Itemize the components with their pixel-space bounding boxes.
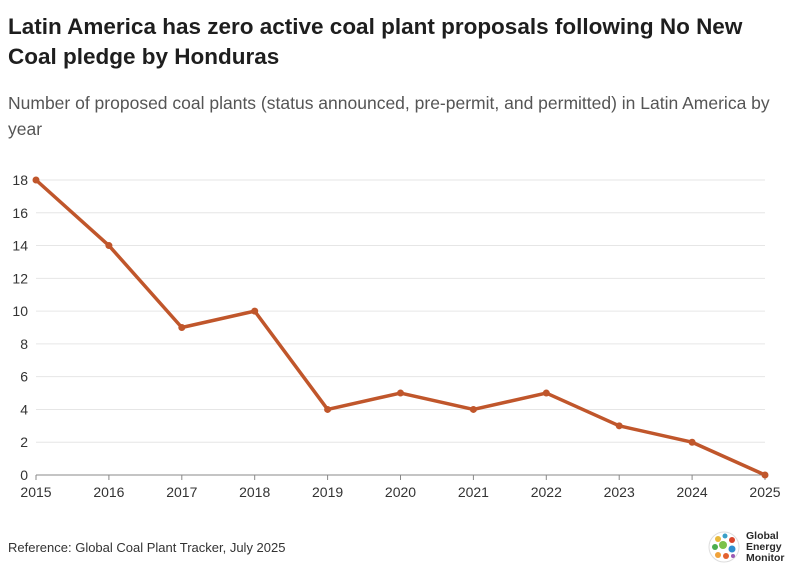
x-tick-label: 2016	[93, 484, 124, 500]
x-tick-label: 2017	[166, 484, 197, 500]
data-point	[251, 307, 259, 315]
x-tick-label: 2023	[604, 484, 635, 500]
y-tick-label: 14	[12, 238, 28, 254]
chart-title: Latin America has zero active coal plant…	[8, 14, 743, 69]
y-tick-label: 8	[20, 336, 28, 352]
data-point	[397, 389, 404, 397]
gem-logo: Global Energy Monitor	[707, 527, 792, 567]
x-tick-label: 2024	[677, 484, 708, 500]
y-tick-label: 10	[12, 303, 28, 319]
logo-text-line3: Monitor	[746, 551, 785, 564]
y-tick-label: 4	[20, 401, 28, 417]
series-line	[34, 178, 767, 477]
data-point	[469, 405, 477, 413]
x-tick-label: 2020	[385, 484, 416, 500]
data-point	[761, 471, 769, 479]
data-point	[688, 438, 696, 446]
y-tick-label: 12	[12, 270, 28, 286]
reference-note: Reference: Global Coal Plant Tracker, Ju…	[8, 540, 286, 555]
x-tick-label: 2019	[312, 484, 343, 500]
x-tick-label: 2015	[20, 484, 51, 500]
x-tick-label: 2018	[239, 484, 270, 500]
x-tick-label: 2022	[531, 484, 562, 500]
logo-text-line1: Global	[746, 529, 779, 542]
globe-icon	[708, 531, 740, 563]
data-point	[105, 242, 113, 250]
logo-text-line2: Energy	[746, 540, 782, 553]
data-point	[542, 389, 550, 397]
data-point	[324, 405, 332, 413]
y-tick-label: 16	[12, 205, 28, 221]
y-tick-label: 6	[20, 369, 28, 385]
chart-subtitle: Number of proposed coal plants (status a…	[8, 93, 770, 139]
data-point	[32, 176, 40, 184]
y-tick-label: 18	[12, 172, 28, 188]
data-point	[615, 422, 623, 430]
x-tick-label: 2021	[458, 484, 489, 500]
y-tick-label: 2	[20, 434, 28, 450]
y-tick-label: 0	[20, 467, 28, 483]
data-point	[178, 324, 186, 331]
x-tick-label: 2025	[749, 484, 780, 500]
